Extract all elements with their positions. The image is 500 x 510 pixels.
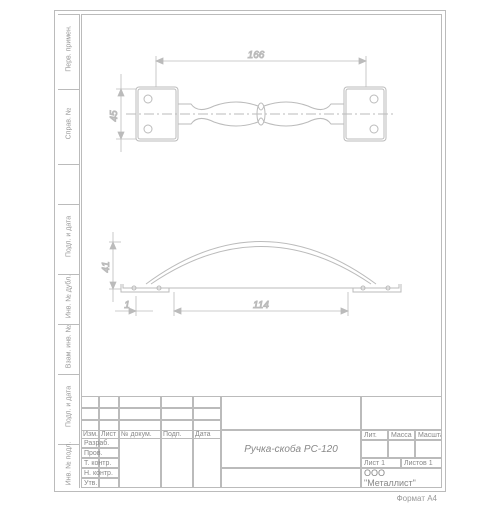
tb-rh: Лит. xyxy=(361,430,388,440)
tb-row: Пров. xyxy=(81,448,119,458)
tb-rh: Масса xyxy=(388,430,415,440)
side-label: Подп. и дата xyxy=(66,207,73,267)
drawing-sheet: Перв. примен. Справ. № Подп. и дата Инв.… xyxy=(54,10,446,492)
company-name: ООО "Металлист" xyxy=(361,468,442,488)
side-cell: Инв. № подл. xyxy=(58,444,80,488)
tb-row: Утв. xyxy=(81,478,119,488)
title-block: Изм. Лист № докум. Подп. Дата Разраб. Пр… xyxy=(81,396,442,488)
side-cell: Подп. и дата xyxy=(58,204,80,274)
tb-row: Разраб. xyxy=(81,438,119,448)
tb-row: Н. контр. xyxy=(81,468,119,478)
technical-drawing: 166 45 xyxy=(81,14,441,394)
dim-height-side: 41 xyxy=(101,261,112,272)
sidebar: Перв. примен. Справ. № Подп. и дата Инв.… xyxy=(58,14,80,488)
dim-height-top: 45 xyxy=(109,110,120,122)
dim-width-top: 166 xyxy=(248,50,265,61)
part-name: Ручка-скоба РС-120 xyxy=(221,430,361,468)
format-label: Формат А4 xyxy=(397,494,437,503)
dim-thickness: 1 xyxy=(124,300,130,311)
drawing-area: 166 45 xyxy=(81,14,442,396)
side-label: Инв. № подл. xyxy=(66,434,73,494)
tb-row: Т. контр. xyxy=(81,458,119,468)
side-label: Справ. № xyxy=(66,94,73,154)
side-label: Перв. примен. xyxy=(66,19,73,79)
tb-rh: Масштаб xyxy=(415,430,442,440)
side-cell: Перв. примен. xyxy=(58,14,80,89)
side-cell xyxy=(58,164,80,204)
tb-sheet: Лист 1 xyxy=(361,458,401,468)
side-cell: Взам. инв. № xyxy=(58,324,80,374)
side-label: Подп. и дата xyxy=(66,377,73,437)
tb-sheets: Листов 1 xyxy=(401,458,442,468)
dim-width-bottom: 114 xyxy=(253,300,269,311)
side-cell: Справ. № xyxy=(58,89,80,164)
side-label: Взам. инв. № xyxy=(66,317,73,377)
